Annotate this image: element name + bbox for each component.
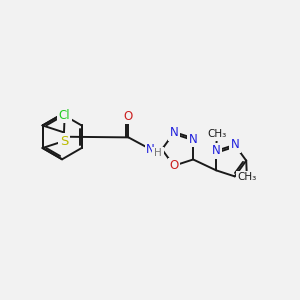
Text: H: H bbox=[154, 148, 162, 158]
Text: O: O bbox=[124, 110, 133, 123]
Text: N: N bbox=[169, 126, 178, 140]
Text: O: O bbox=[169, 159, 178, 172]
Text: N: N bbox=[212, 144, 220, 158]
Text: S: S bbox=[60, 134, 68, 148]
Text: CH₃: CH₃ bbox=[207, 129, 226, 139]
Text: N: N bbox=[230, 138, 239, 151]
Text: CH₃: CH₃ bbox=[237, 172, 256, 182]
Text: Cl: Cl bbox=[59, 109, 70, 122]
Text: N: N bbox=[146, 143, 155, 156]
Text: N: N bbox=[189, 133, 197, 146]
